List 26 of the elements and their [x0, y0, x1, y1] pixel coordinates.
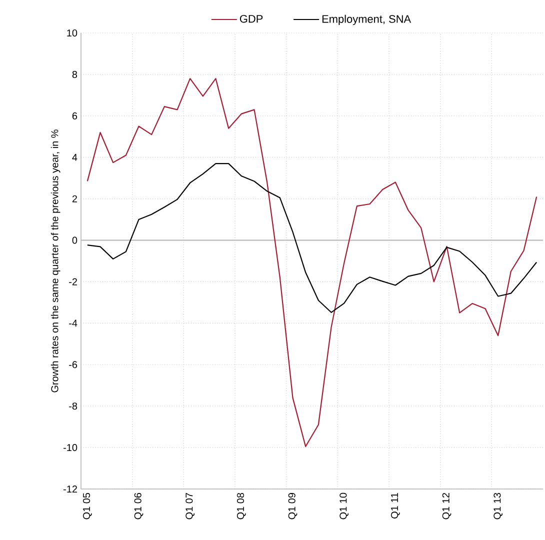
x-tick-label: Q1 13	[494, 492, 503, 520]
x-tick-label: Q1 05	[83, 492, 92, 520]
x-tick-label: Q1 08	[237, 492, 246, 520]
y-tick-label: -6	[69, 361, 78, 368]
y-tick-label: -8	[69, 402, 78, 410]
x-tick-label: Q1 12	[442, 493, 452, 520]
y-tick-label: -12	[64, 486, 77, 492]
y-tick-label: -4	[69, 320, 78, 327]
y-tick-label: 6	[72, 112, 78, 120]
line-series	[86, 78, 538, 448]
y-axis-title: Growth rates on the same quarter of the previous year, in %	[50, 130, 60, 392]
y-tick-label: -10	[64, 444, 78, 452]
y-tick-label: 0	[72, 236, 78, 244]
x-tick-label: Q1 06	[134, 492, 144, 520]
y-tick-label: 2	[72, 195, 77, 202]
x-tick-label: Q1 09	[288, 492, 298, 520]
x-tick-label: Q1 11	[391, 492, 400, 518]
y-tick-label: 10	[67, 29, 78, 37]
x-tick-label: Q1 07	[186, 493, 195, 520]
line-series	[86, 163, 538, 313]
y-tick-label: 8	[72, 70, 78, 78]
y-tick-label: -2	[69, 278, 77, 286]
legend-label: Employment, SNA	[322, 14, 412, 26]
y-tick-label: 4	[72, 154, 78, 161]
legend-label: GDP	[240, 14, 263, 23]
x-tick-label: Q1 10	[340, 492, 349, 520]
